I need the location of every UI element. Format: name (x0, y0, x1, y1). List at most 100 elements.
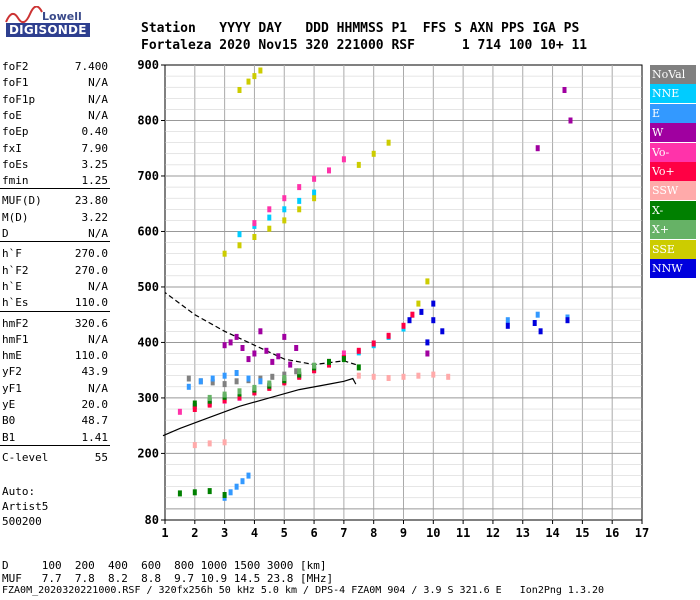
data-point-sse (246, 78, 251, 85)
param-row: yF1 N/A (2, 382, 108, 395)
param-row: foE N/A (2, 109, 108, 122)
data-point-sse (312, 195, 317, 202)
data-point-nnw (538, 328, 543, 335)
param-row: M(D) 3.22 (2, 211, 108, 224)
data-point-nnw (505, 322, 510, 329)
data-point-noval (294, 368, 299, 375)
data-point-x (267, 380, 272, 387)
data-point-ssw (401, 373, 406, 380)
data-point-x (297, 371, 302, 378)
data-point-w (425, 350, 430, 357)
param-row: h`E N/A (2, 280, 108, 293)
param-value: N/A (88, 92, 108, 106)
data-point-vo (410, 311, 415, 318)
data-point-e (198, 378, 203, 385)
data-point-x (282, 375, 287, 381)
data-point-sse (237, 87, 242, 93)
param-key: MUF(D) (2, 194, 42, 208)
param-key: C-level (2, 450, 49, 464)
param-value: 20.0 (81, 398, 109, 411)
y-tick-label: 300 (137, 391, 159, 405)
data-point-vo (297, 184, 302, 191)
param-value: 3.22 (81, 210, 109, 224)
x-tick-label: 5 (281, 526, 288, 540)
x-tick-label: 9 (400, 526, 407, 540)
data-point-x (327, 358, 331, 365)
data-point-nnw (565, 317, 570, 324)
data-point-e (228, 489, 233, 496)
param-separator (0, 444, 110, 446)
x-tick-label: 4 (251, 526, 258, 540)
data-point-nne (267, 214, 272, 221)
data-point-w (535, 145, 540, 152)
param-row: C-level 55 (2, 451, 108, 464)
profile-extrapolation (164, 292, 356, 366)
param-key: h`Es (2, 296, 29, 310)
data-point-w (240, 345, 245, 351)
data-point-nne (312, 189, 317, 196)
data-point-vo (282, 195, 287, 202)
data-point-ssw (416, 372, 421, 379)
data-point-nne (297, 197, 302, 204)
data-point-sse (297, 206, 302, 213)
data-point-ssw (222, 439, 227, 446)
param-key: foE (2, 108, 22, 122)
data-point-sse (356, 161, 361, 168)
param-value: N/A (88, 108, 108, 122)
data-point-w (294, 345, 299, 351)
data-point-vo (237, 393, 242, 400)
param-key: yF2 (2, 365, 22, 379)
data-point-vo (252, 220, 257, 227)
data-point-e (258, 378, 263, 385)
param-value: 110.0 (74, 349, 108, 363)
data-point-nne (282, 206, 287, 213)
param-row: hmF1 N/A (2, 333, 108, 346)
header-values: Fortaleza 2020 Nov15 320 221000 RSF 1 71… (141, 38, 588, 53)
data-point-w (246, 356, 251, 363)
data-point-vo (222, 397, 227, 404)
param-row: h`F 270.0 (2, 247, 108, 260)
data-point-vo (356, 347, 361, 354)
param-key: foF1 (2, 76, 29, 90)
data-point-e (210, 375, 215, 382)
data-point-ssw (192, 442, 197, 449)
data-point-w (288, 361, 293, 368)
data-point-e (186, 383, 191, 390)
data-point-nne (237, 231, 242, 238)
data-point-sse (425, 278, 430, 285)
y-tick-label: 80 (145, 513, 159, 527)
data-point-vo (341, 156, 346, 163)
footer-muf: MUF 7.7 7.8 8.2 8.8 9.7 10.9 14.5 23.8 [… (2, 572, 334, 585)
legend-item: NNW (650, 259, 696, 278)
y-tick-label: 400 (137, 335, 159, 349)
param-value: 320.6 (74, 316, 108, 330)
data-point-w (276, 353, 281, 360)
footer-file-info: FZA0M_2020320221000.RSF / 320fx256h 50 k… (2, 585, 605, 596)
param-value: 1.41 (81, 430, 109, 444)
param-key: fxI (2, 141, 22, 155)
data-point-x (237, 388, 242, 395)
data-point-w (264, 347, 269, 354)
y-tick-label: 700 (137, 169, 159, 183)
data-point-e (246, 472, 251, 479)
param-row: fxI 7.90 (2, 142, 108, 155)
data-point-nnw (440, 328, 445, 335)
legend-item: SSE (650, 239, 696, 259)
data-point-sse (416, 300, 421, 307)
param-key: h`E (2, 279, 22, 293)
param-value: N/A (88, 227, 108, 240)
data-point-sse (222, 250, 227, 257)
param-separator (0, 241, 110, 243)
param-row: foF2 7.400 (2, 60, 108, 73)
data-point-vo (177, 408, 182, 415)
param-key: foF1p (2, 92, 36, 106)
y-tick-label: 500 (137, 280, 159, 294)
data-point-sse (258, 67, 263, 74)
param-key: h`F2 (2, 263, 29, 277)
data-point-x (177, 490, 182, 497)
param-row: D N/A (2, 227, 108, 240)
x-tick-label: 6 (310, 526, 317, 540)
data-point-x (222, 391, 227, 398)
x-tick-label: 8 (370, 526, 377, 540)
data-point-vo (312, 175, 317, 182)
